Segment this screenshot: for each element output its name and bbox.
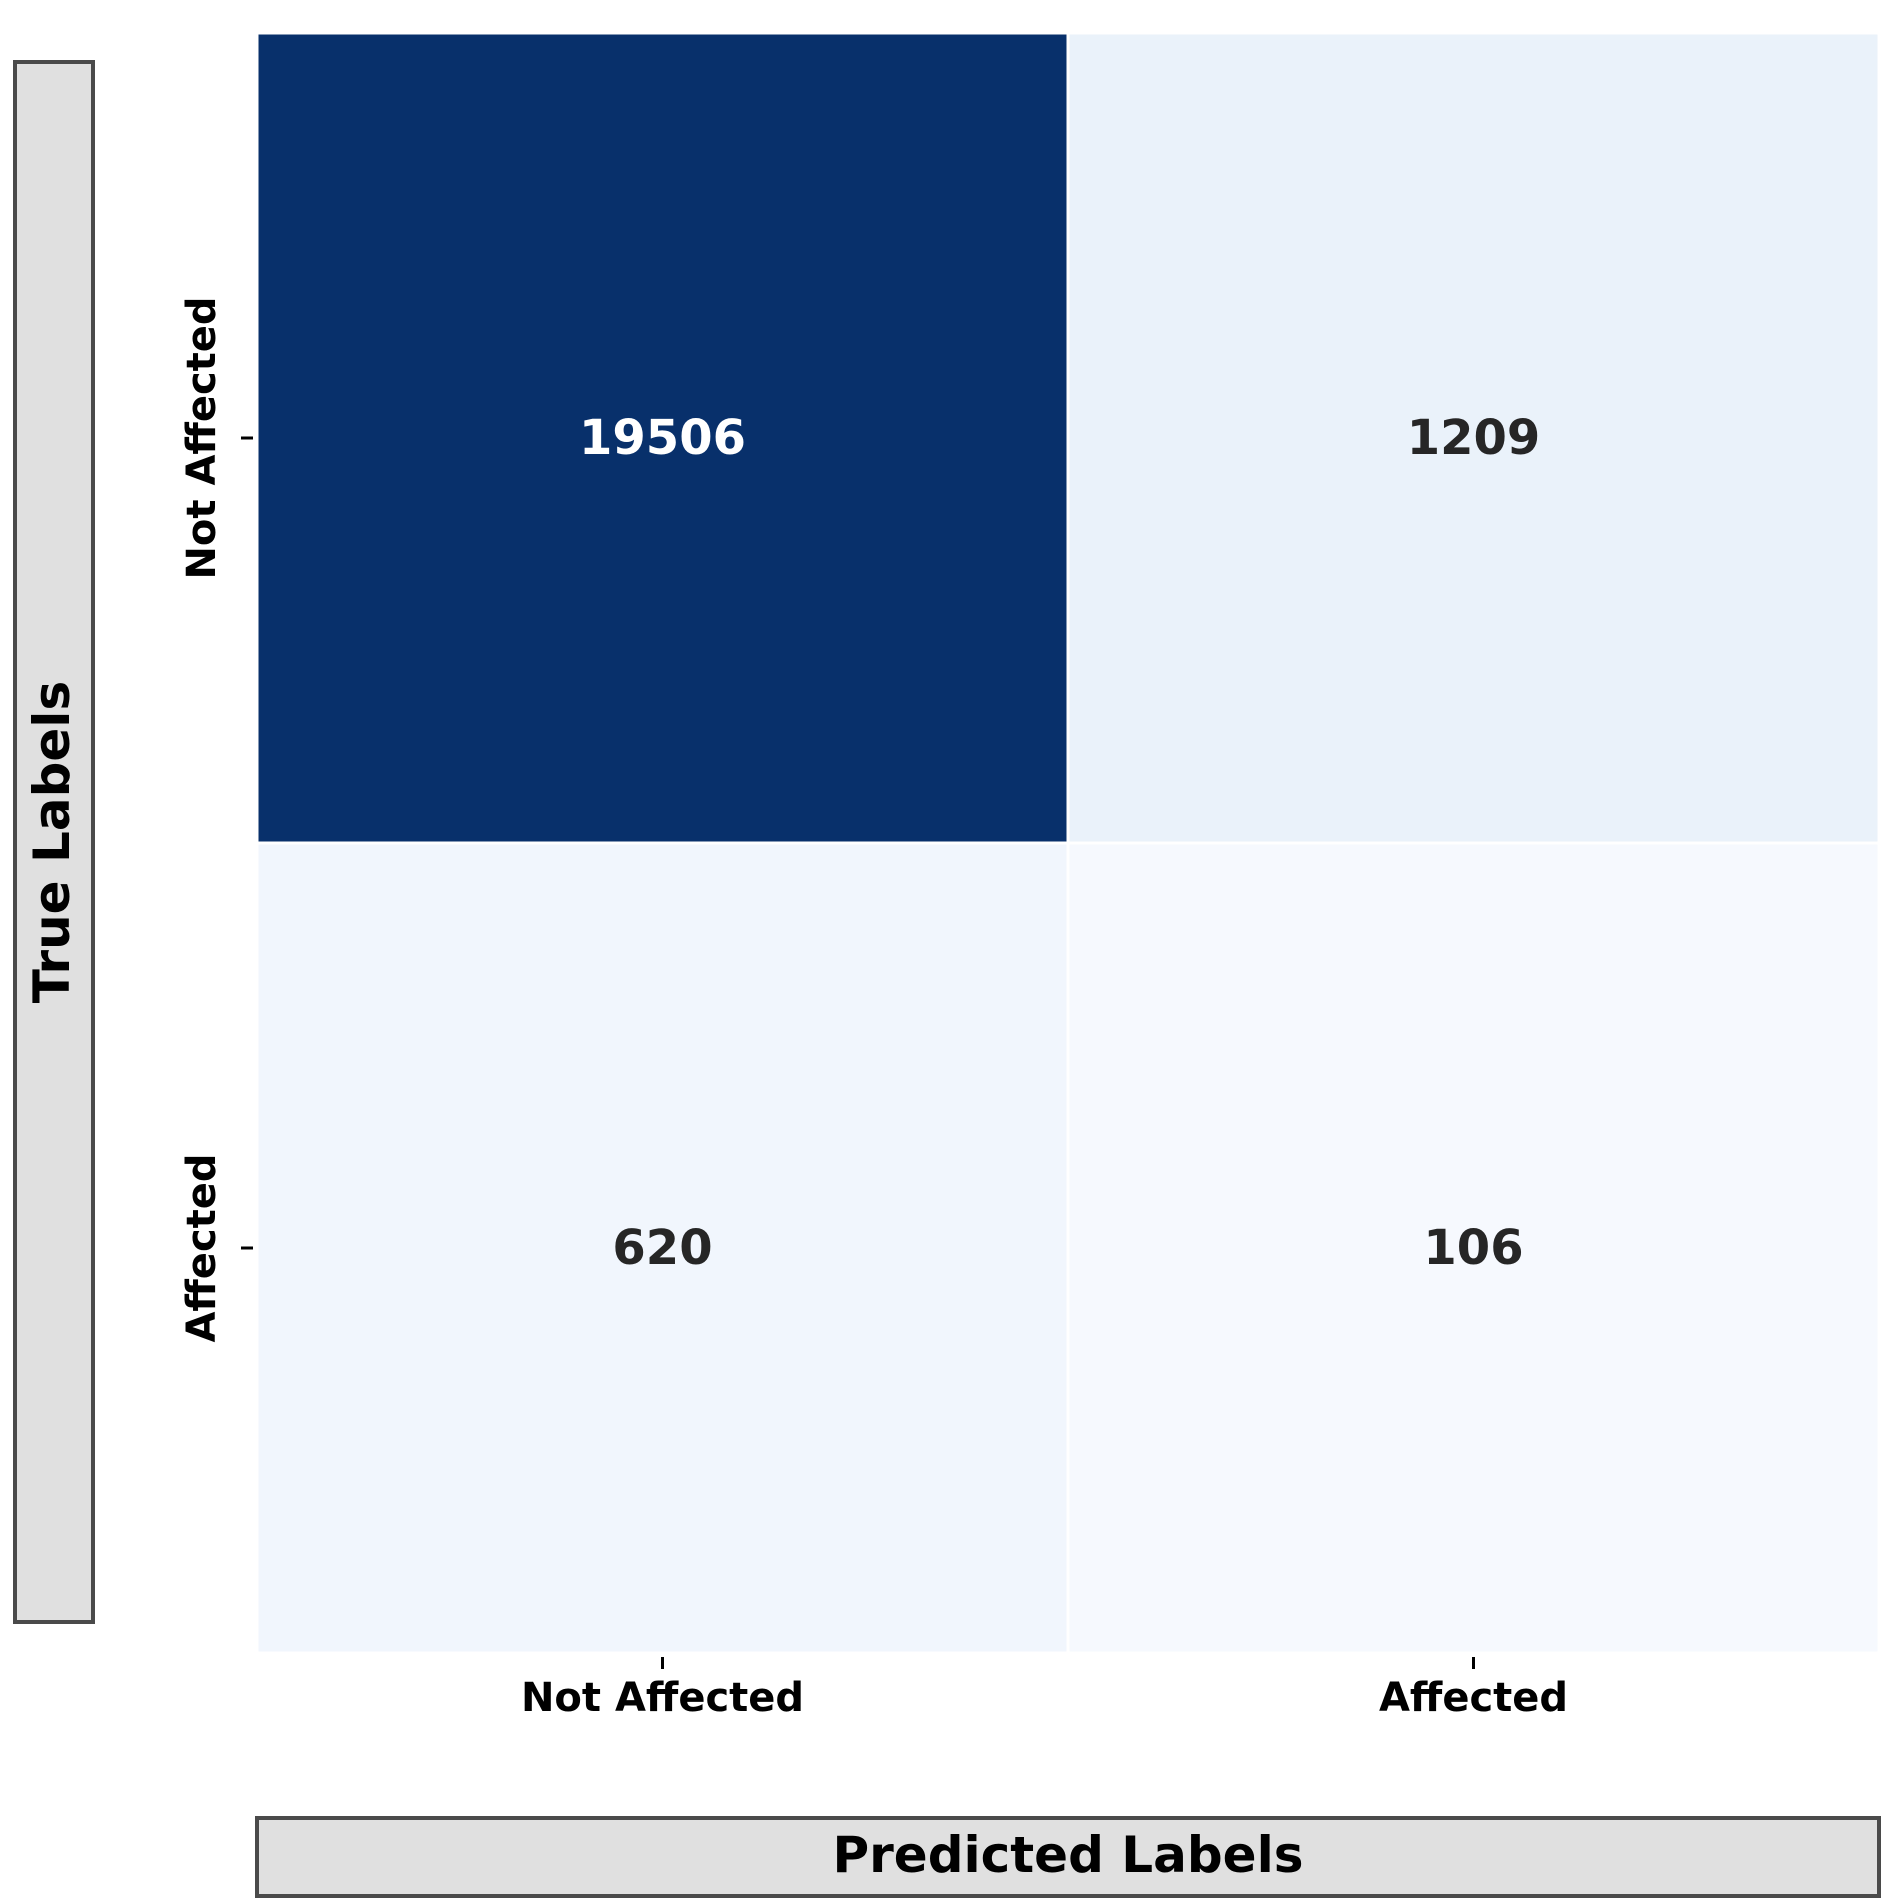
y-tick-label: Not Affected [179,296,225,579]
cell-value-label: 620 [612,1220,712,1276]
x-axis-title-box [255,1816,1881,1898]
heatmap-cell [255,31,1070,845]
x-axis-title: Predicted Labels [833,1826,1304,1884]
axis-ticks: Not Affected Affected Not Affected Affected [179,296,1568,1721]
heatmap-cell [1066,31,1881,845]
y-axis-title-box [13,60,95,1624]
cell-annotations: 19506 1209 620 106 [579,410,1540,1276]
y-tick-label: Affected [179,1153,225,1342]
y-axis-title: True Labels [23,681,81,1003]
x-tick-label: Not Affected [521,1675,804,1721]
cell-value-label: 19506 [579,410,746,466]
heatmap-cells [255,31,1881,1655]
heatmap-cell [1066,841,1881,1655]
cell-value-label: 1209 [1407,410,1541,466]
heatmap-cell [255,841,1070,1655]
x-tick-label: Affected [1379,1675,1568,1721]
cell-value-label: 106 [1423,1220,1523,1276]
